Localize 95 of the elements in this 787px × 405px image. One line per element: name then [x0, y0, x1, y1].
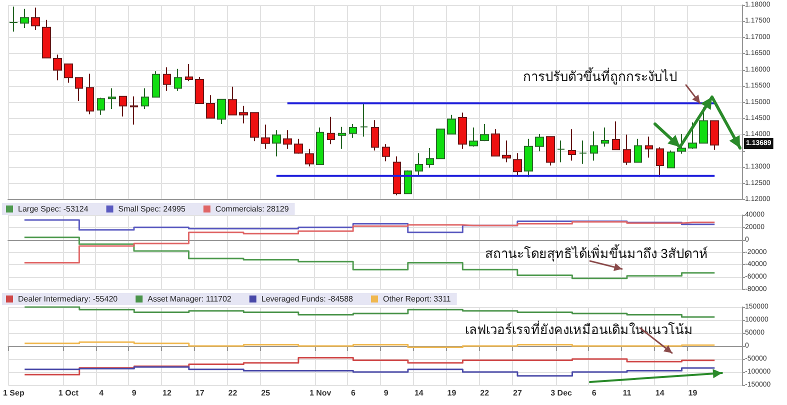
candlestick — [9, 6, 18, 32]
candlestick — [601, 127, 609, 148]
candlestick — [152, 70, 160, 98]
legend-label: Dealer Intermediary: -55420 — [18, 294, 118, 304]
candlestick — [513, 152, 522, 176]
candlestick — [447, 114, 456, 135]
candlestick — [250, 112, 259, 142]
candlestick — [634, 138, 642, 163]
candlestick — [217, 98, 226, 124]
candlestick — [185, 64, 193, 82]
x-tick-label: 4 — [99, 388, 104, 398]
candlestick — [327, 116, 335, 145]
candlestick — [163, 66, 171, 92]
candlestick — [436, 128, 445, 160]
candlestick — [141, 88, 149, 110]
candlestick — [688, 122, 697, 150]
candlestick — [86, 73, 94, 115]
x-tick-label: 14 — [414, 388, 424, 398]
candlestick — [338, 126, 346, 150]
candlestick — [458, 112, 467, 150]
candlestick — [174, 68, 182, 92]
candlestick — [623, 134, 631, 166]
candlestick — [261, 124, 270, 150]
x-tick-label: 12 — [162, 388, 172, 398]
candlestick — [645, 136, 653, 158]
candlestick — [239, 105, 248, 124]
candlestick — [677, 134, 686, 154]
candlestick — [305, 148, 314, 167]
candlestick — [42, 19, 51, 58]
candlestick — [524, 138, 533, 178]
x-tick-label: 1 Nov — [309, 388, 332, 398]
candlestick — [97, 97, 105, 116]
candlestick — [53, 54, 62, 81]
candlestick — [20, 8, 29, 29]
candlestick — [568, 128, 576, 162]
x-tick-label: 19 — [688, 388, 698, 398]
candlestick — [75, 77, 83, 102]
x-tick-label: 17 — [195, 388, 205, 398]
candlestick — [469, 127, 478, 148]
candlestick — [579, 140, 587, 164]
x-tick-label: 9 — [132, 388, 137, 398]
annotation: การปรับตัวขึ้นที่ถูกกระงับไป — [523, 67, 677, 85]
candlestick — [612, 120, 620, 150]
candlestick — [130, 96, 138, 126]
candlestick — [283, 130, 292, 150]
x-tick-label: 22 — [480, 388, 490, 398]
x-tick-label: 1 Sep — [3, 388, 24, 398]
x-tick-label: 1 Oct — [58, 388, 79, 398]
candlestick — [382, 144, 390, 162]
candlestick — [31, 7, 40, 30]
legend-label: Leveraged Funds: -84588 — [261, 294, 354, 304]
legend-label: Commercials: 28129 — [215, 204, 290, 214]
candlestick — [404, 170, 412, 194]
candlestick — [557, 140, 565, 163]
x-tick-label: 11 — [622, 388, 632, 398]
legend-label: Other Report: 3311 — [382, 294, 452, 304]
x-tick-label: 14 — [655, 388, 665, 398]
x-tick-label: 6 — [592, 388, 597, 398]
candlestick — [590, 130, 598, 162]
x-tick-label: 25 — [261, 388, 271, 398]
candlestick — [195, 76, 204, 104]
candlestick — [360, 103, 368, 138]
candlestick — [415, 152, 423, 176]
candlestick — [426, 147, 434, 168]
x-tick-label: 9 — [384, 388, 389, 398]
legend-label: Asset Manager: 111702 — [148, 294, 232, 304]
x-tick-label: 6 — [350, 388, 356, 398]
candlestick — [546, 136, 555, 166]
candlestick — [206, 94, 215, 119]
candlestick — [294, 138, 303, 154]
candlestick — [108, 88, 116, 110]
candlestick — [667, 150, 675, 168]
x-tick-label: 3 Dec — [550, 388, 573, 398]
candlestick — [371, 120, 379, 152]
annotation: เลฟเวอร์เรจที่ยังคงเหมือนเดิมในแนวโน้ม — [465, 321, 693, 337]
x-tick-label: 22 — [228, 388, 238, 398]
candlestick — [535, 134, 544, 152]
x-tick-label: 19 — [447, 388, 457, 398]
candlestick — [119, 96, 127, 118]
x-tick-label: 27 — [513, 388, 522, 398]
candlestick — [710, 120, 719, 150]
candlestick — [316, 127, 324, 165]
candlestick — [349, 123, 357, 138]
annotation: สถานะโดยสุทธิได้เพิ่มขึ้นมาถึง 3สัปดาห์ — [485, 244, 708, 262]
candlestick — [656, 146, 664, 178]
legend-label: Small Spec: 24995 — [118, 204, 186, 214]
legend-label: Large Spec: -53124 — [18, 204, 89, 214]
candlestick — [699, 106, 708, 144]
candlestick — [64, 64, 73, 84]
candlestick — [502, 140, 511, 163]
candlestick — [393, 156, 401, 196]
candlestick — [272, 130, 281, 157]
candlestick — [491, 128, 500, 157]
candlestick — [480, 123, 489, 142]
candlestick — [228, 86, 237, 116]
